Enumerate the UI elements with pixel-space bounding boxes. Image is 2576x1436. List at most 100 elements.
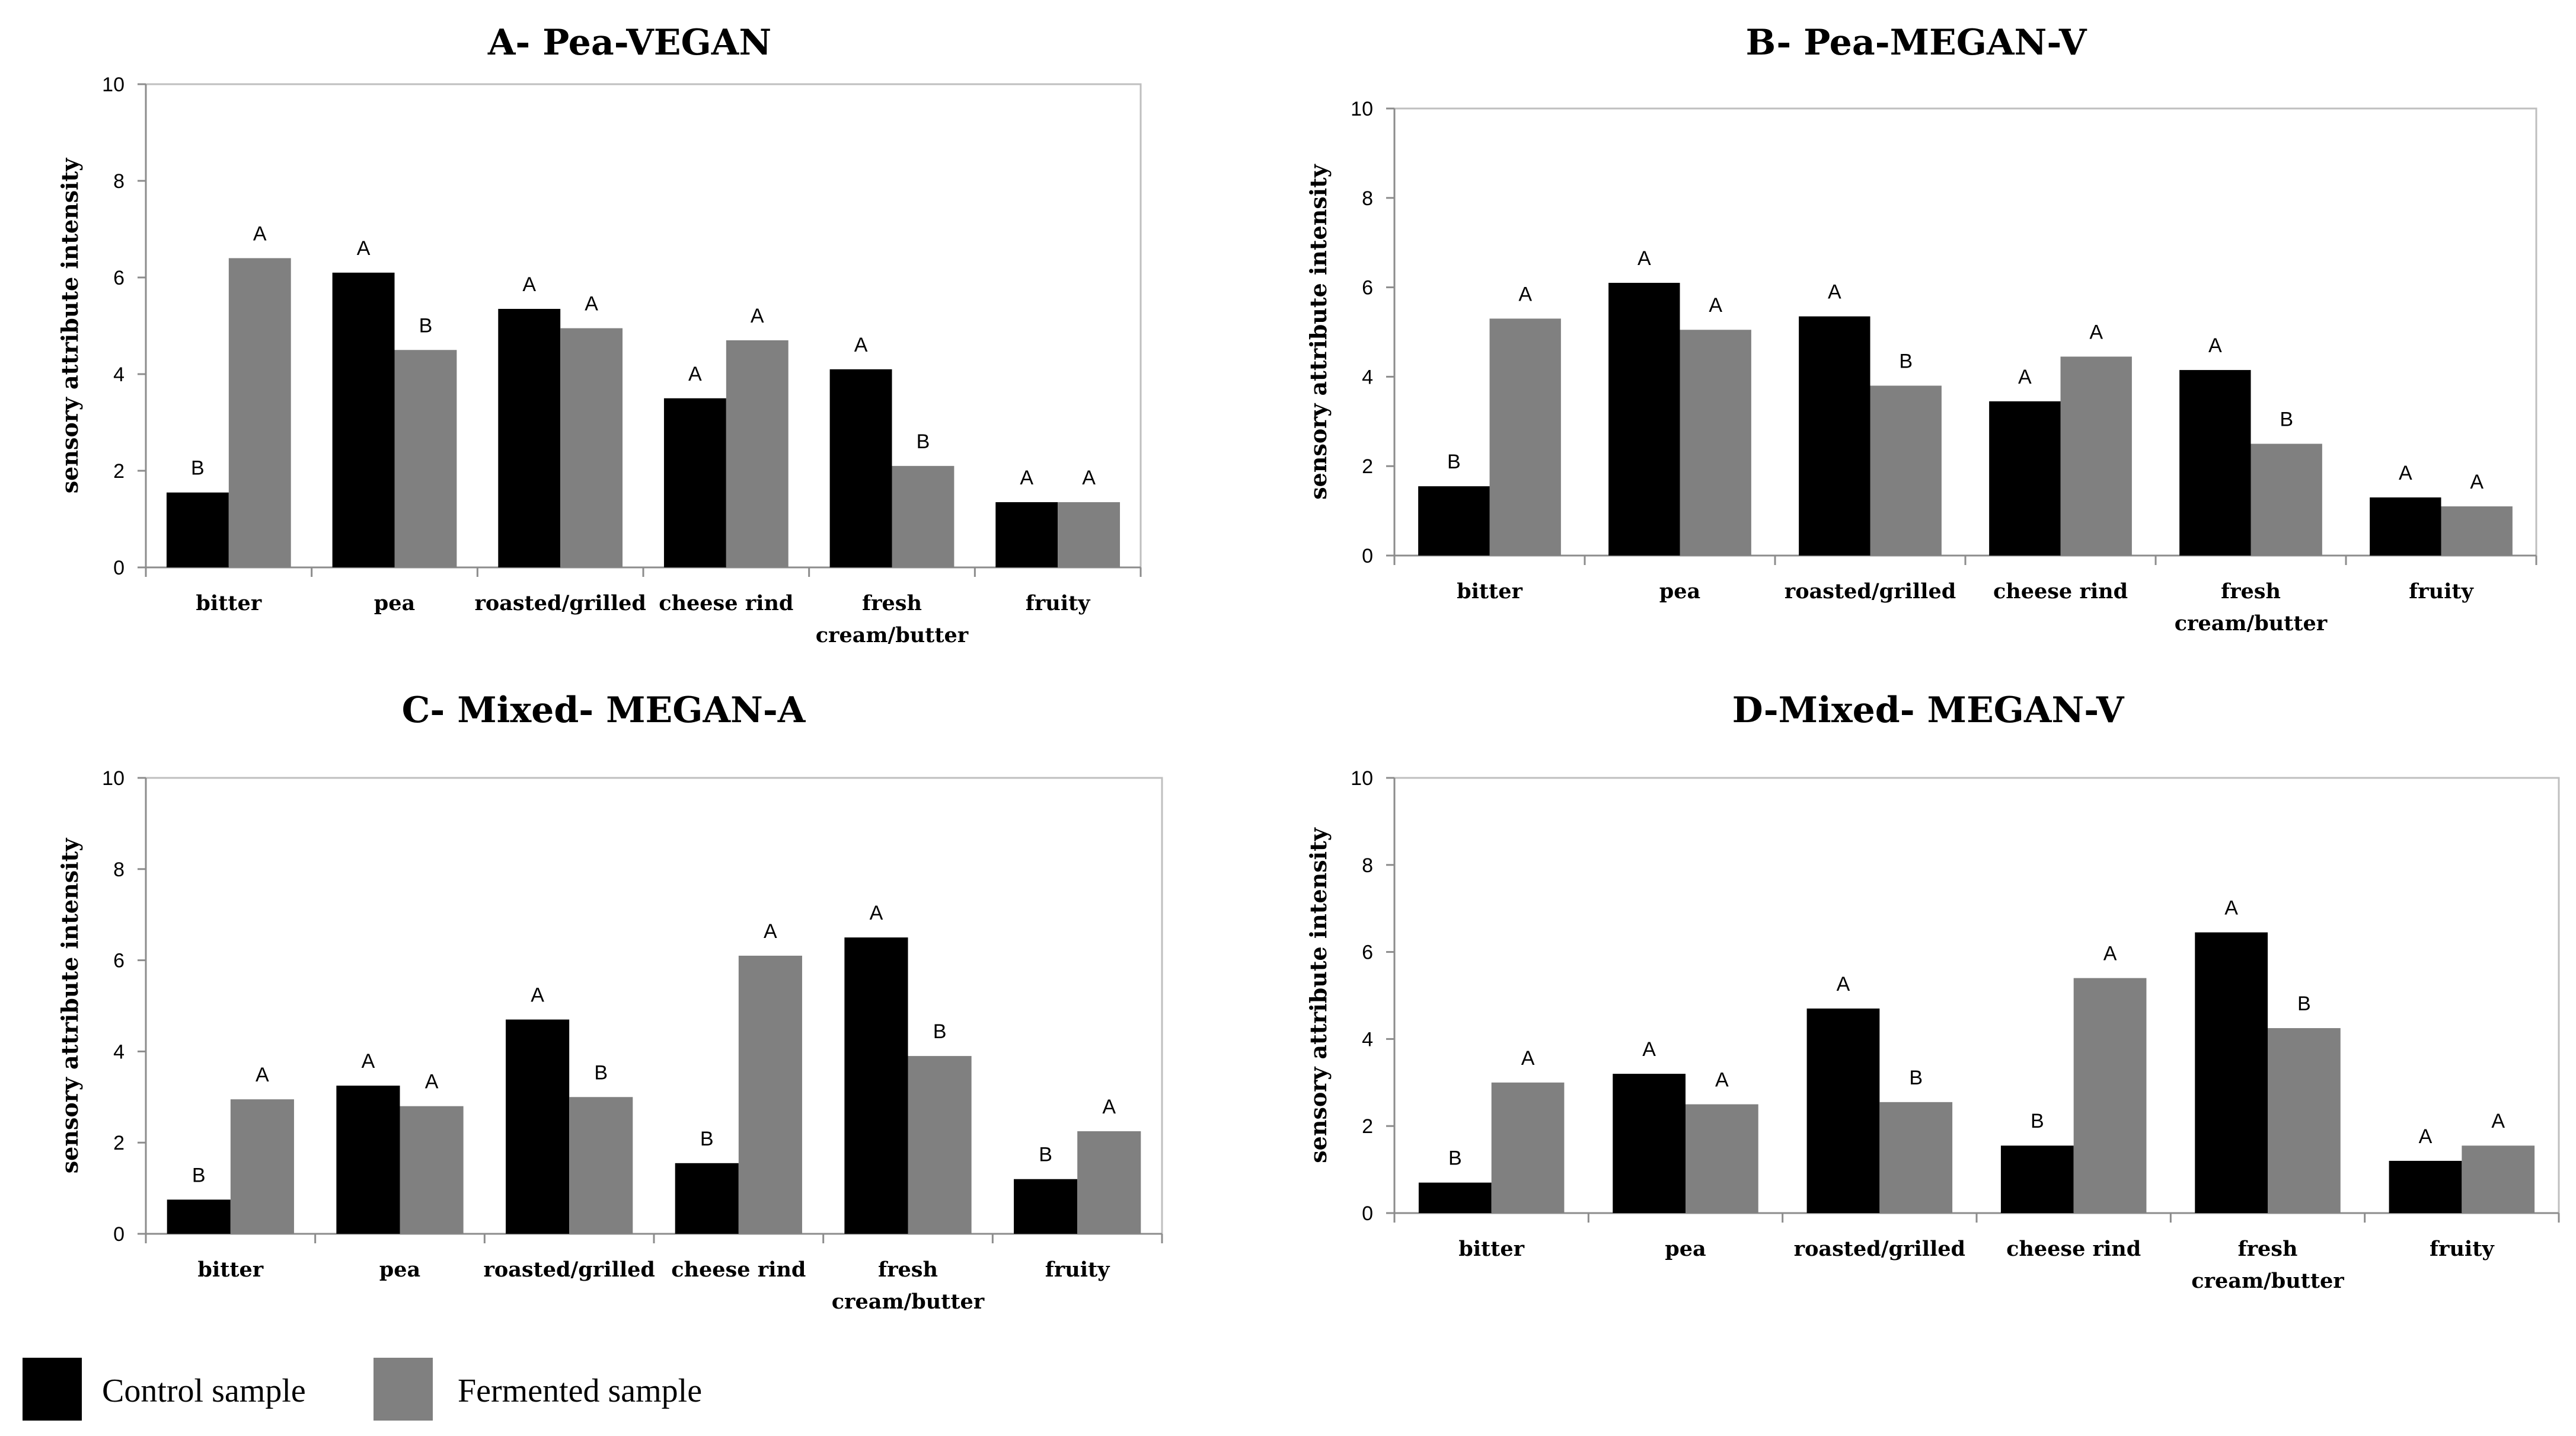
bar-control: [166, 492, 229, 567]
bar-control: [2179, 370, 2251, 556]
y-tick-label: 10: [102, 74, 125, 96]
bar-control: [332, 272, 395, 567]
bar-control: [1418, 1182, 1492, 1213]
significance-label: A: [1715, 1069, 1729, 1092]
significance-label: A: [764, 920, 777, 943]
bar-control: [167, 1199, 231, 1234]
significance-label: A: [2224, 897, 2238, 920]
significance-label: B: [2297, 993, 2311, 1015]
x-tick-label: fresh: [878, 1258, 938, 1282]
y-tick-label: 6: [113, 267, 125, 289]
significance-label: A: [256, 1064, 269, 1086]
significance-label: A: [1709, 294, 1722, 317]
bar-fermented: [2073, 978, 2147, 1213]
significance-label: A: [2089, 321, 2103, 343]
x-tick-label: roasted/grilled: [1785, 579, 1956, 604]
chart-title: C- Mixed- MEGAN-A: [402, 690, 806, 731]
significance-label: A: [1518, 283, 1532, 305]
y-tick-label: 2: [1362, 455, 1373, 478]
y-axis-label: sensory attribute intensity: [56, 838, 83, 1173]
chart-panel-2: B- Pea-MEGAN-V 0 2 4 6 8 10 sensory attribute i…: [1305, 22, 2537, 636]
significance-label: A: [2470, 471, 2484, 493]
significance-label: B: [1909, 1067, 1923, 1089]
significance-label: B: [594, 1061, 608, 1084]
chart-panel-3: C- Mixed- MEGAN-A 0 2 4 6 8 10 sensory attribut…: [56, 690, 1163, 1314]
x-tick-label: pea: [374, 591, 415, 615]
bar-fermented: [2441, 506, 2513, 556]
significance-label: A: [357, 237, 371, 260]
y-tick-label: 8: [1362, 187, 1373, 210]
x-tick-label: cream/butter: [832, 1290, 985, 1314]
bar-fermented: [1870, 385, 1942, 556]
y-axis-label: sensory attribute intensity: [56, 158, 83, 493]
significance-label: B: [2280, 409, 2293, 431]
significance-label: A: [253, 222, 267, 245]
plot-frame: [1393, 777, 2560, 1214]
bar-fermented: [1680, 330, 1751, 556]
bar-fermented: [1489, 318, 1561, 556]
bar-fermented: [394, 350, 457, 567]
x-tick-label: cheese rind: [659, 591, 793, 615]
bar-control: [1613, 1074, 1686, 1213]
y-tick-label: 4: [1362, 366, 1373, 388]
y-tick-label: 6: [1362, 277, 1373, 299]
chart-title: B- Pea-MEGAN-V: [1746, 22, 2087, 63]
bar-control: [844, 937, 908, 1234]
bar-fermented: [908, 1056, 972, 1234]
bar-fermented: [738, 955, 802, 1234]
significance-label: B: [1448, 1147, 1462, 1170]
x-tick-label: pea: [379, 1258, 420, 1282]
y-axis-label: sensory attribute intensity: [1305, 164, 1332, 499]
x-tick-label: pea: [1659, 579, 1700, 604]
x-tick-label: fruity: [1026, 591, 1091, 615]
bar-fermented: [2268, 1028, 2341, 1213]
bar-control: [2195, 932, 2268, 1213]
y-tick-label: 10: [1351, 767, 1373, 790]
x-tick-label: pea: [1665, 1237, 1706, 1261]
bar-fermented: [560, 328, 623, 567]
y-tick-label: 0: [113, 1223, 125, 1246]
significance-label: A: [585, 293, 598, 315]
x-tick-label: bitter: [1458, 1237, 1524, 1261]
significance-label: B: [1899, 350, 1913, 372]
significance-label: A: [1837, 973, 1850, 995]
bar-control: [2389, 1160, 2462, 1213]
y-tick-label: 4: [113, 363, 125, 386]
significance-label: B: [2031, 1110, 2044, 1132]
significance-label: A: [2103, 943, 2117, 965]
bar-fermented: [1879, 1102, 1953, 1213]
legend: Control sample Fermented sample: [23, 1358, 702, 1421]
significance-label: B: [1039, 1144, 1052, 1166]
bar-control: [2000, 1145, 2074, 1213]
bar-control: [1608, 283, 1680, 556]
significance-label: A: [362, 1050, 375, 1073]
bar-fermented: [2060, 356, 2132, 556]
significance-label: A: [1102, 1096, 1116, 1118]
x-tick-label: cream/butter: [2191, 1269, 2344, 1293]
x-tick-label: roasted/grilled: [474, 591, 646, 615]
significance-label: B: [700, 1128, 714, 1150]
bar-control: [663, 398, 726, 567]
bar-fermented: [1686, 1104, 1758, 1213]
bar-control: [1989, 401, 2061, 556]
significance-label: A: [1082, 467, 1096, 489]
bar-control: [675, 1163, 739, 1234]
x-tick-label: bitter: [1457, 579, 1522, 604]
bar-control: [1799, 316, 1870, 556]
bar-control: [2370, 497, 2441, 556]
bar-fermented: [1058, 502, 1121, 567]
y-tick-label: 8: [113, 859, 125, 881]
bar-fermented: [2462, 1145, 2535, 1213]
significance-label: B: [192, 1164, 206, 1186]
significance-label: A: [2208, 334, 2222, 357]
y-tick-label: 4: [113, 1041, 125, 1063]
bar-fermented: [726, 340, 789, 567]
bar-fermented: [230, 1099, 294, 1234]
significance-label: A: [2399, 462, 2412, 484]
significance-label: A: [854, 334, 868, 356]
y-tick-label: 2: [113, 460, 125, 483]
bar-fermented: [569, 1097, 633, 1234]
x-tick-label: fresh: [2221, 579, 2281, 604]
x-tick-label: roasted/grilled: [1794, 1237, 1965, 1261]
significance-label: B: [191, 457, 205, 480]
